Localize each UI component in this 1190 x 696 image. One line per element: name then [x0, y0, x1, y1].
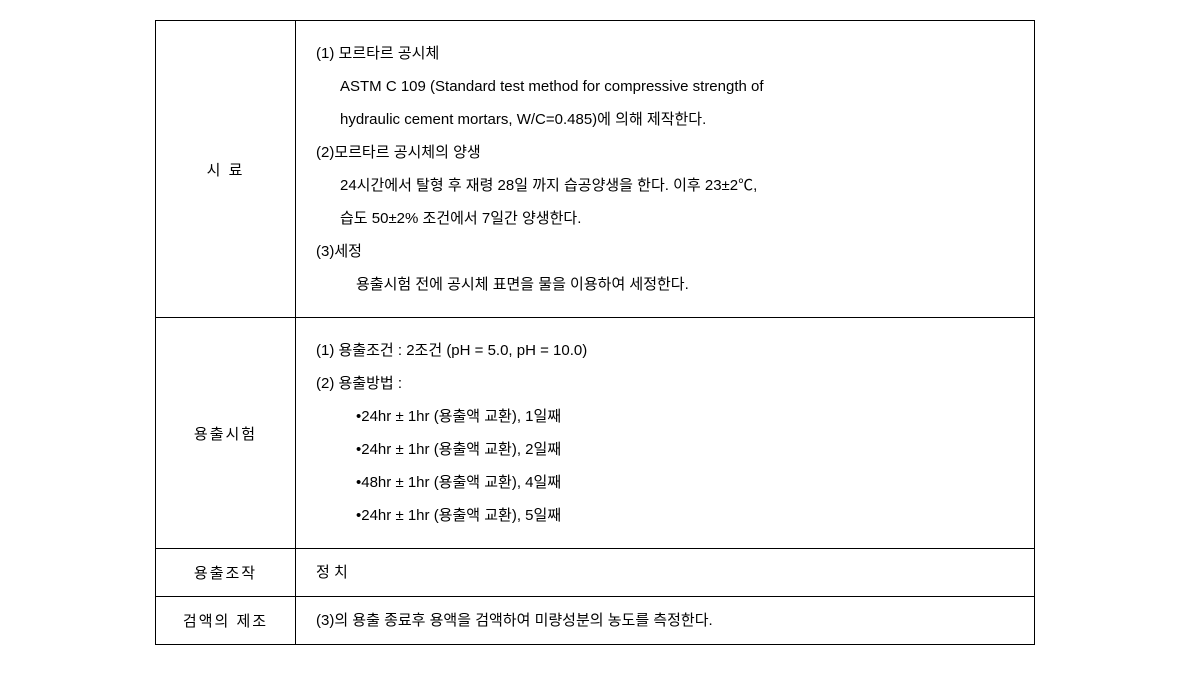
content-line: (1) 용출조건 : 2조건 (pH = 5.0, pH = 10.0) [316, 334, 1014, 367]
row-content: 정 치 [296, 549, 1035, 597]
table-row: 용출조작 정 치 [156, 549, 1035, 597]
content-line: 정 치 [316, 559, 1014, 586]
row-content: (1) 모르타르 공시체ASTM C 109 (Standard test me… [296, 21, 1035, 318]
content-line: •48hr ± 1hr (용출액 교환), 4일째 [316, 466, 1014, 499]
row-label: 시 료 [156, 21, 296, 318]
content-line: •24hr ± 1hr (용출액 교환), 1일째 [316, 400, 1014, 433]
content-line: (3)의 용출 종료후 용액을 검액하여 미량성분의 농도를 측정한다. [316, 607, 1014, 634]
content-line: (1) 모르타르 공시체 [316, 37, 1014, 70]
content-line: •24hr ± 1hr (용출액 교환), 2일째 [316, 433, 1014, 466]
content-line: (2) 용출방법 : [316, 367, 1014, 400]
content-line: ASTM C 109 (Standard test method for com… [316, 70, 1014, 103]
content-line: •24hr ± 1hr (용출액 교환), 5일째 [316, 499, 1014, 532]
row-label: 용출시험 [156, 318, 296, 549]
table-row: 검액의 제조 (3)의 용출 종료후 용액을 검액하여 미량성분의 농도를 측정한… [156, 597, 1035, 645]
table-row: 시 료(1) 모르타르 공시체ASTM C 109 (Standard test… [156, 21, 1035, 318]
content-line: (3)세정 [316, 235, 1014, 268]
row-content: (1) 용출조건 : 2조건 (pH = 5.0, pH = 10.0)(2) … [296, 318, 1035, 549]
row-label: 용출조작 [156, 549, 296, 597]
document-table: 시 료(1) 모르타르 공시체ASTM C 109 (Standard test… [155, 20, 1035, 645]
table-body: 시 료(1) 모르타르 공시체ASTM C 109 (Standard test… [156, 21, 1035, 645]
content-line: 습도 50±2% 조건에서 7일간 양생한다. [316, 202, 1014, 235]
table-row: 용출시험(1) 용출조건 : 2조건 (pH = 5.0, pH = 10.0)… [156, 318, 1035, 549]
document-table-container: 시 료(1) 모르타르 공시체ASTM C 109 (Standard test… [155, 20, 1035, 645]
content-line: (2)모르타르 공시체의 양생 [316, 136, 1014, 169]
row-label: 검액의 제조 [156, 597, 296, 645]
row-content: (3)의 용출 종료후 용액을 검액하여 미량성분의 농도를 측정한다. [296, 597, 1035, 645]
content-line: 24시간에서 탈형 후 재령 28일 까지 습공양생을 한다. 이후 23±2℃… [316, 169, 1014, 202]
content-line: hydraulic cement mortars, W/C=0.485)에 의해… [316, 103, 1014, 136]
content-line: 용출시험 전에 공시체 표면을 물을 이용하여 세정한다. [316, 268, 1014, 301]
